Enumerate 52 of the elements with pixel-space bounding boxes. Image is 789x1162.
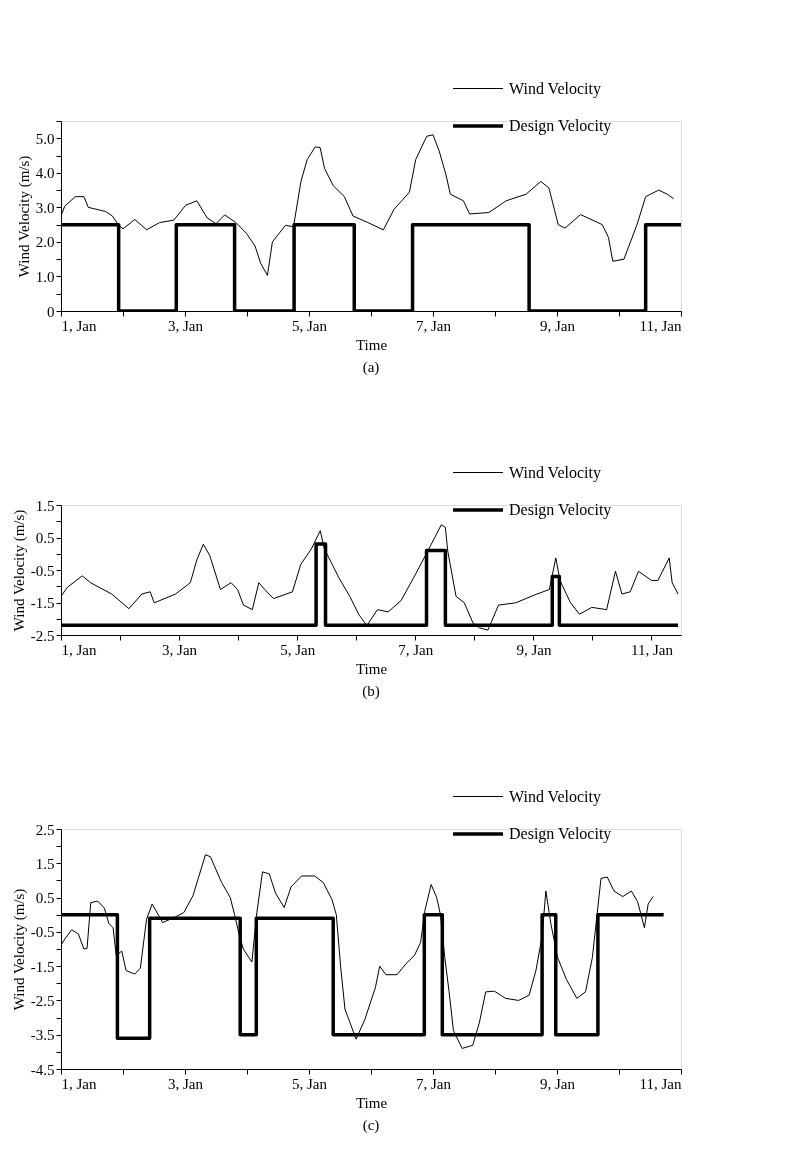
x-tick-label: 3, Jan: [162, 641, 198, 658]
x-tick-label: 9, Jan: [540, 1075, 576, 1092]
text: (b): [362, 683, 380, 700]
text: (c): [362, 1117, 380, 1134]
y-tick-label: -3.5: [30, 1027, 55, 1044]
y-tick-label: -1.5: [30, 595, 55, 611]
x-tick-label: 5, Jan: [292, 317, 328, 334]
legend-label: Wind Velocity: [509, 463, 601, 482]
legend-label: Design Velocity: [509, 117, 612, 135]
legend-label: Design Velocity: [509, 825, 612, 843]
x-tick-label: 5, Jan: [280, 641, 316, 658]
x-axis-title: Time: [355, 1094, 388, 1111]
x-tick-label: 3, Jan: [168, 1075, 204, 1092]
x-tick-label: 11, Jan: [631, 641, 674, 658]
x-axis-title: Time: [355, 336, 388, 353]
y-tick-label: 0.5: [35, 890, 55, 907]
y-tick-label: -4.5: [30, 1061, 55, 1078]
y-tick-label: -0.5: [30, 562, 55, 579]
x-tick-label: 1, Jan: [61, 641, 97, 658]
x-tick-label: 7, Jan: [416, 317, 452, 334]
legend-label: Design Velocity: [509, 501, 612, 519]
x-tick-label: 1, Jan: [61, 317, 97, 334]
y-axis-title: Wind Velocity (m/s): [10, 509, 28, 632]
x-tick-label: 5, Jan: [292, 1075, 328, 1092]
text: (a): [362, 359, 380, 376]
x-tick-label: 11, Jan: [639, 317, 682, 334]
y-axis-title: Wind Velocity (m/s): [15, 155, 33, 278]
y-tick-label: 2.0: [35, 234, 55, 251]
y-tick-label: -2.5: [30, 627, 55, 644]
x-tick-label: 9, Jan: [540, 317, 576, 334]
x-axis-title: Time: [355, 660, 388, 677]
legend-label: Wind Velocity: [509, 787, 601, 806]
x-tick-label: 3, Jan: [168, 317, 204, 334]
y-tick-label: 4.0: [35, 165, 55, 182]
y-tick-label: 0.5: [35, 530, 55, 546]
y-tick-label: -0.5: [30, 924, 55, 941]
y-tick-label: 0: [47, 303, 55, 320]
legend-label: Wind Velocity: [509, 79, 601, 98]
y-tick-label: -2.5: [30, 992, 55, 1009]
x-tick-label: 11, Jan: [639, 1075, 682, 1092]
y-tick-label: 1.5: [35, 497, 55, 514]
y-axis-title: Wind Velocity (m/s): [10, 888, 28, 1011]
x-tick-label: 7, Jan: [416, 1075, 452, 1092]
y-tick-label: 3.0: [35, 199, 55, 216]
y-tick-label: 1.5: [35, 855, 55, 872]
x-tick-label: 7, Jan: [398, 641, 434, 658]
y-tick-label: -1.5: [30, 958, 55, 975]
y-tick-label: 2.5: [35, 821, 55, 838]
y-tick-label: 5.0: [35, 130, 55, 147]
y-tick-label: 1.0: [35, 268, 55, 285]
x-tick-label: 9, Jan: [516, 641, 552, 658]
x-tick-label: 1, Jan: [61, 1075, 97, 1092]
